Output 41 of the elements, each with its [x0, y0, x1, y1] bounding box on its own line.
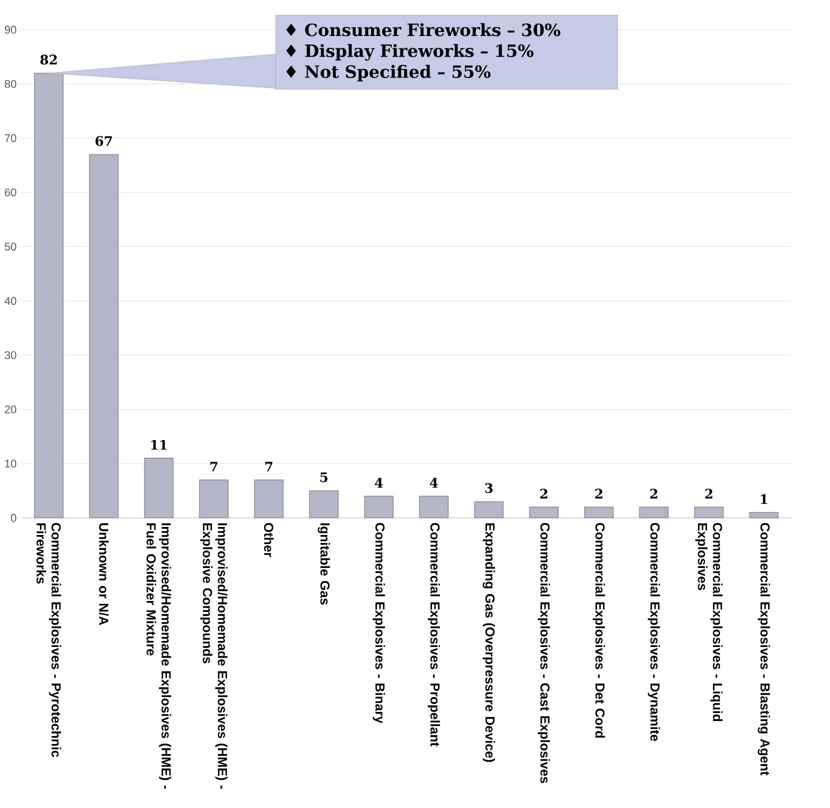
data-label: 2 — [705, 488, 712, 499]
data-label: 1 — [760, 494, 768, 504]
y-tick-label: 40 — [4, 297, 16, 306]
x-tick-label: Improvised/Homemade Explosives (HME) - Fuel Oxidizer Mixture — [146, 524, 172, 790]
data-label: 2 — [595, 488, 602, 499]
x-tick-label: Commercial Explosives - Liquid Explosives — [695, 523, 722, 722]
data-label: 4 — [430, 478, 438, 488]
x-tick-label: Commercial Explosives - Propellant — [428, 523, 440, 747]
x-tick-label: Unknown or N/A — [98, 523, 109, 626]
x-tick-label: Expanding Gas (Overpressure Device) — [482, 524, 495, 762]
x-tick-label: Commercial Explosives - Pyrotechnic Fireworks — [36, 523, 62, 758]
x-tick-label: Commercial Explosives - Cast Explosives — [538, 523, 550, 784]
y-tick-label: 60 — [4, 188, 16, 197]
data-label: 4 — [374, 478, 383, 488]
data-label: 82 — [40, 54, 57, 65]
y-tick-label: 0 — [10, 514, 16, 522]
x-tick-label: Commercial Explosives - Det Cord — [592, 523, 605, 738]
data-label: 7 — [265, 462, 272, 472]
y-tick-label: 70 — [4, 134, 16, 142]
x-tick-label: Commercial Explosives - Binary — [372, 523, 385, 724]
y-tick-label: 50 — [4, 242, 16, 251]
annotation: ♦ Not Specified – 55% — [286, 65, 490, 82]
x-tick-label: Ignitable Gas — [318, 524, 330, 605]
x-tick-label: Commercial Explosives - Dynamite — [648, 523, 660, 742]
y-tick-label: 20 — [4, 406, 16, 414]
data-label: 3 — [485, 483, 493, 494]
data-label: 2 — [540, 488, 548, 499]
y-tick-label: 90 — [4, 26, 16, 34]
data-label: 11 — [151, 440, 167, 450]
y-tick-label: 30 — [4, 351, 16, 360]
data-label: 2 — [650, 488, 658, 499]
y-tick-label: 80 — [4, 80, 16, 88]
annotation: ♦ Display Fireworks – 15% — [286, 44, 534, 61]
data-label: 5 — [320, 472, 328, 482]
x-tick-label: Commercial Explosives - Blasting Agent — [758, 523, 770, 776]
x-tick-label: Other — [264, 523, 274, 558]
data-label: 67 — [96, 136, 112, 146]
annotation: ♦ Consumer Fireworks – 30% — [286, 23, 560, 36]
x-tick-label: Improvised/Homemade Explosives (HME) - Explosive Compounds — [200, 524, 228, 790]
data-label: 7 — [210, 462, 218, 472]
y-tick-label: 10 — [5, 460, 16, 468]
